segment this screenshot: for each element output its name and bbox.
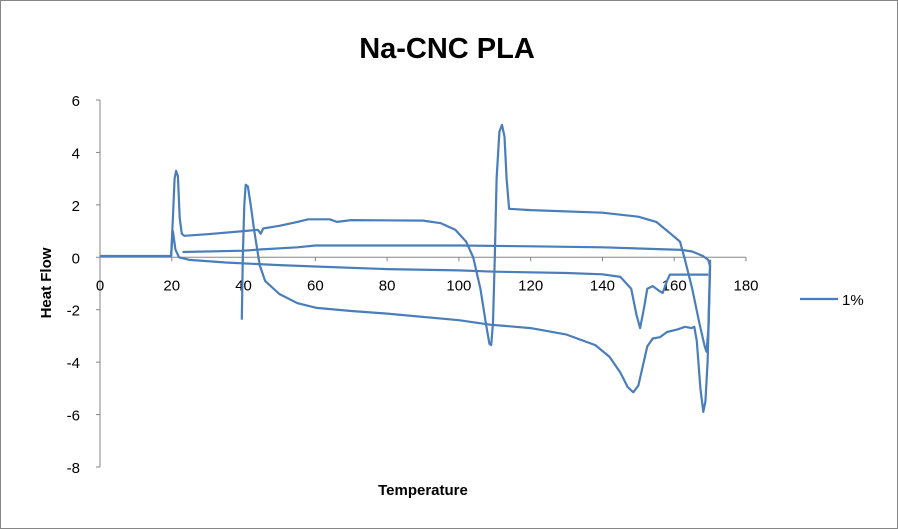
- x-tick-label: 180: [733, 277, 758, 294]
- x-tick-label: 140: [590, 277, 615, 294]
- series-line-segment-1: [100, 123, 712, 353]
- x-tick-label: 20: [163, 277, 180, 294]
- series-line-segment-2: [182, 244, 712, 267]
- legend-label-1pct: 1%: [842, 292, 864, 309]
- x-tick-label: 40: [235, 277, 252, 294]
- x-tick-label: 0: [96, 277, 104, 294]
- y-tick-label: -8: [67, 460, 80, 477]
- x-tick-label: 60: [307, 277, 324, 294]
- y-tick-label: -6: [67, 408, 80, 425]
- legend: 1%: [800, 292, 864, 309]
- y-axis-label: Heat Flow: [38, 247, 55, 318]
- series-line-segment-4: [240, 183, 712, 413]
- y-tick-label: 0: [72, 250, 80, 267]
- y-tick-label: -2: [67, 303, 80, 320]
- x-tick-label: 160: [662, 277, 687, 294]
- y-tick-label: 6: [72, 93, 80, 110]
- x-tick-label: 80: [379, 277, 396, 294]
- x-axis-label: Temperature: [378, 482, 468, 499]
- x-tick-label: 100: [446, 277, 471, 294]
- y-tick-label: 4: [72, 145, 80, 162]
- x-tick-label: 120: [518, 277, 543, 294]
- y-tick-label: -4: [67, 355, 80, 372]
- y-tick-label: 2: [72, 198, 80, 215]
- chart-title: Na-CNC PLA: [359, 33, 535, 65]
- series-line-segment-3: [170, 230, 709, 330]
